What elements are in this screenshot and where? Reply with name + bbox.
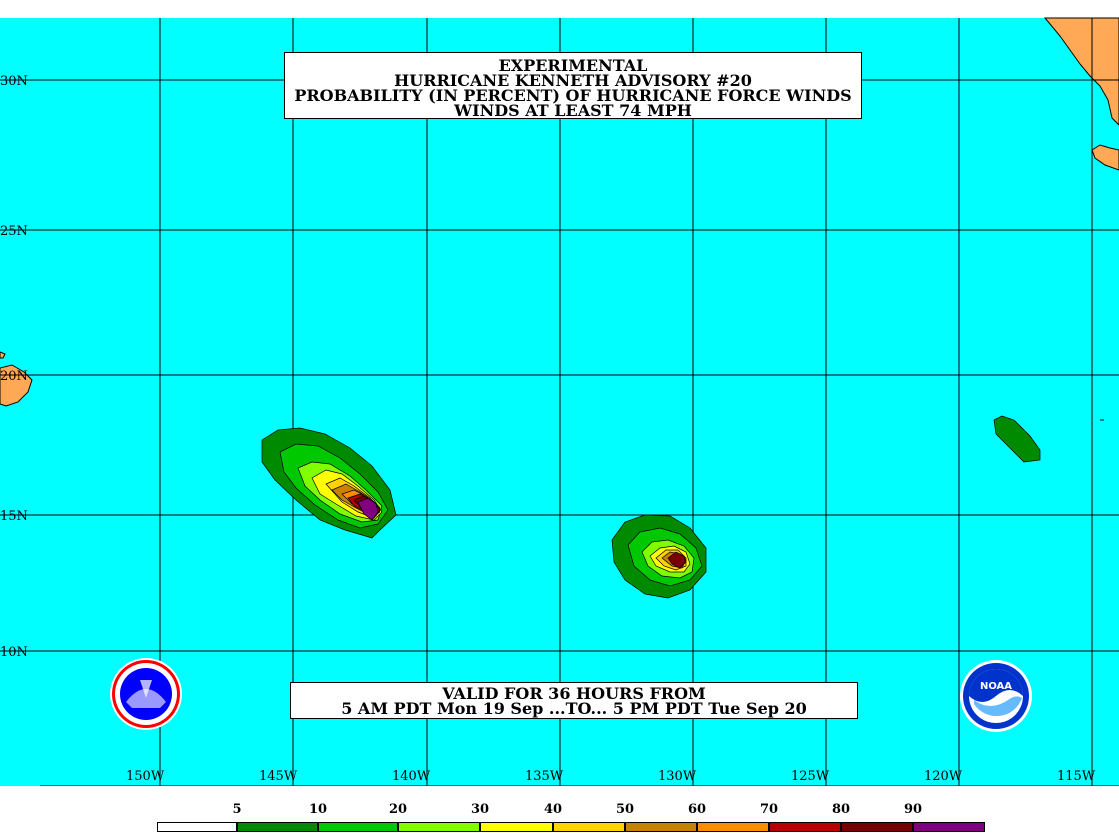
legend-label: 50	[615, 802, 635, 817]
lat-label-10n: 10N	[0, 645, 28, 660]
lon-label-145w: 145W	[259, 769, 298, 784]
noaa-logo: NOAA	[960, 660, 1032, 732]
legend-color-swatch	[625, 822, 697, 832]
contour-system-east	[993, 415, 1041, 463]
nws-logo	[110, 658, 182, 730]
title-box: EXPERIMENTAL HURRICANE KENNETH ADVISORY …	[284, 52, 862, 119]
lon-label-120w: 120W	[924, 769, 963, 784]
legend-color-swatch	[697, 822, 769, 832]
lat-label-20n: 20N	[0, 369, 28, 384]
legend-color-swatch	[841, 822, 913, 832]
legend-label: 5	[232, 802, 242, 817]
contour-90	[357, 497, 379, 521]
legend-color-swatch	[480, 822, 553, 832]
legend: 5 10 20 30 40 50 60 70 80 90	[0, 786, 1119, 839]
legend-label: 40	[543, 802, 563, 817]
legend-label: 10	[308, 802, 328, 817]
probability-map: 30N 25N 20N 15N 10N 150W 145W 140W 135W …	[0, 17, 1119, 786]
lon-label-140w: 140W	[392, 769, 431, 784]
grid	[0, 18, 1119, 786]
contour-system-central	[611, 514, 707, 599]
lat-label-15n: 15N	[0, 509, 28, 524]
legend-label: 20	[388, 802, 408, 817]
lon-label-150w: 150W	[126, 769, 165, 784]
legend-color-swatch	[157, 822, 237, 832]
contour-80	[667, 551, 687, 569]
lat-label-30n: 30N	[0, 74, 28, 89]
legend-label: 30	[470, 802, 490, 817]
lon-label-115w: 115W	[1057, 769, 1096, 784]
legend-label: 60	[687, 802, 707, 817]
legend-color-swatch	[769, 822, 841, 832]
legend-color-swatch	[318, 822, 398, 832]
title-line-2: HURRICANE KENNETH ADVISORY #20	[394, 71, 752, 90]
lon-label-135w: 135W	[525, 769, 564, 784]
legend-color-swatch	[398, 822, 480, 832]
lat-label-25n: 25N	[0, 224, 28, 239]
title-line-1: EXPERIMENTAL	[498, 56, 648, 75]
contour-system-west	[261, 427, 397, 539]
legend-color-swatch	[237, 822, 318, 832]
title-line-4: WINDS AT LEAST 74 MPH	[454, 101, 692, 120]
title-line-3: PROBABILITY (IN PERCENT) OF HURRICANE FO…	[294, 86, 852, 105]
land-mexico-coast	[1091, 144, 1119, 171]
legend-label: 70	[759, 802, 779, 817]
noaa-logo-text: NOAA	[980, 681, 1012, 692]
valid-line-1: VALID FOR 36 HOURS FROM	[442, 684, 706, 703]
land-hawaii-small	[0, 351, 6, 359]
valid-line-2: 5 AM PDT Mon 19 Sep ...TO... 5 PM PDT Tu…	[341, 699, 807, 718]
valid-time-box: VALID FOR 36 HOURS FROM 5 AM PDT Mon 19 …	[290, 682, 858, 719]
legend-color-swatch	[553, 822, 625, 832]
legend-label: 80	[831, 802, 851, 817]
legend-color-swatch	[913, 822, 985, 832]
lon-label-125w: 125W	[791, 769, 830, 784]
lon-label-130w: 130W	[658, 769, 697, 784]
legend-label: 90	[903, 802, 923, 817]
land-baja-california	[1043, 17, 1119, 126]
